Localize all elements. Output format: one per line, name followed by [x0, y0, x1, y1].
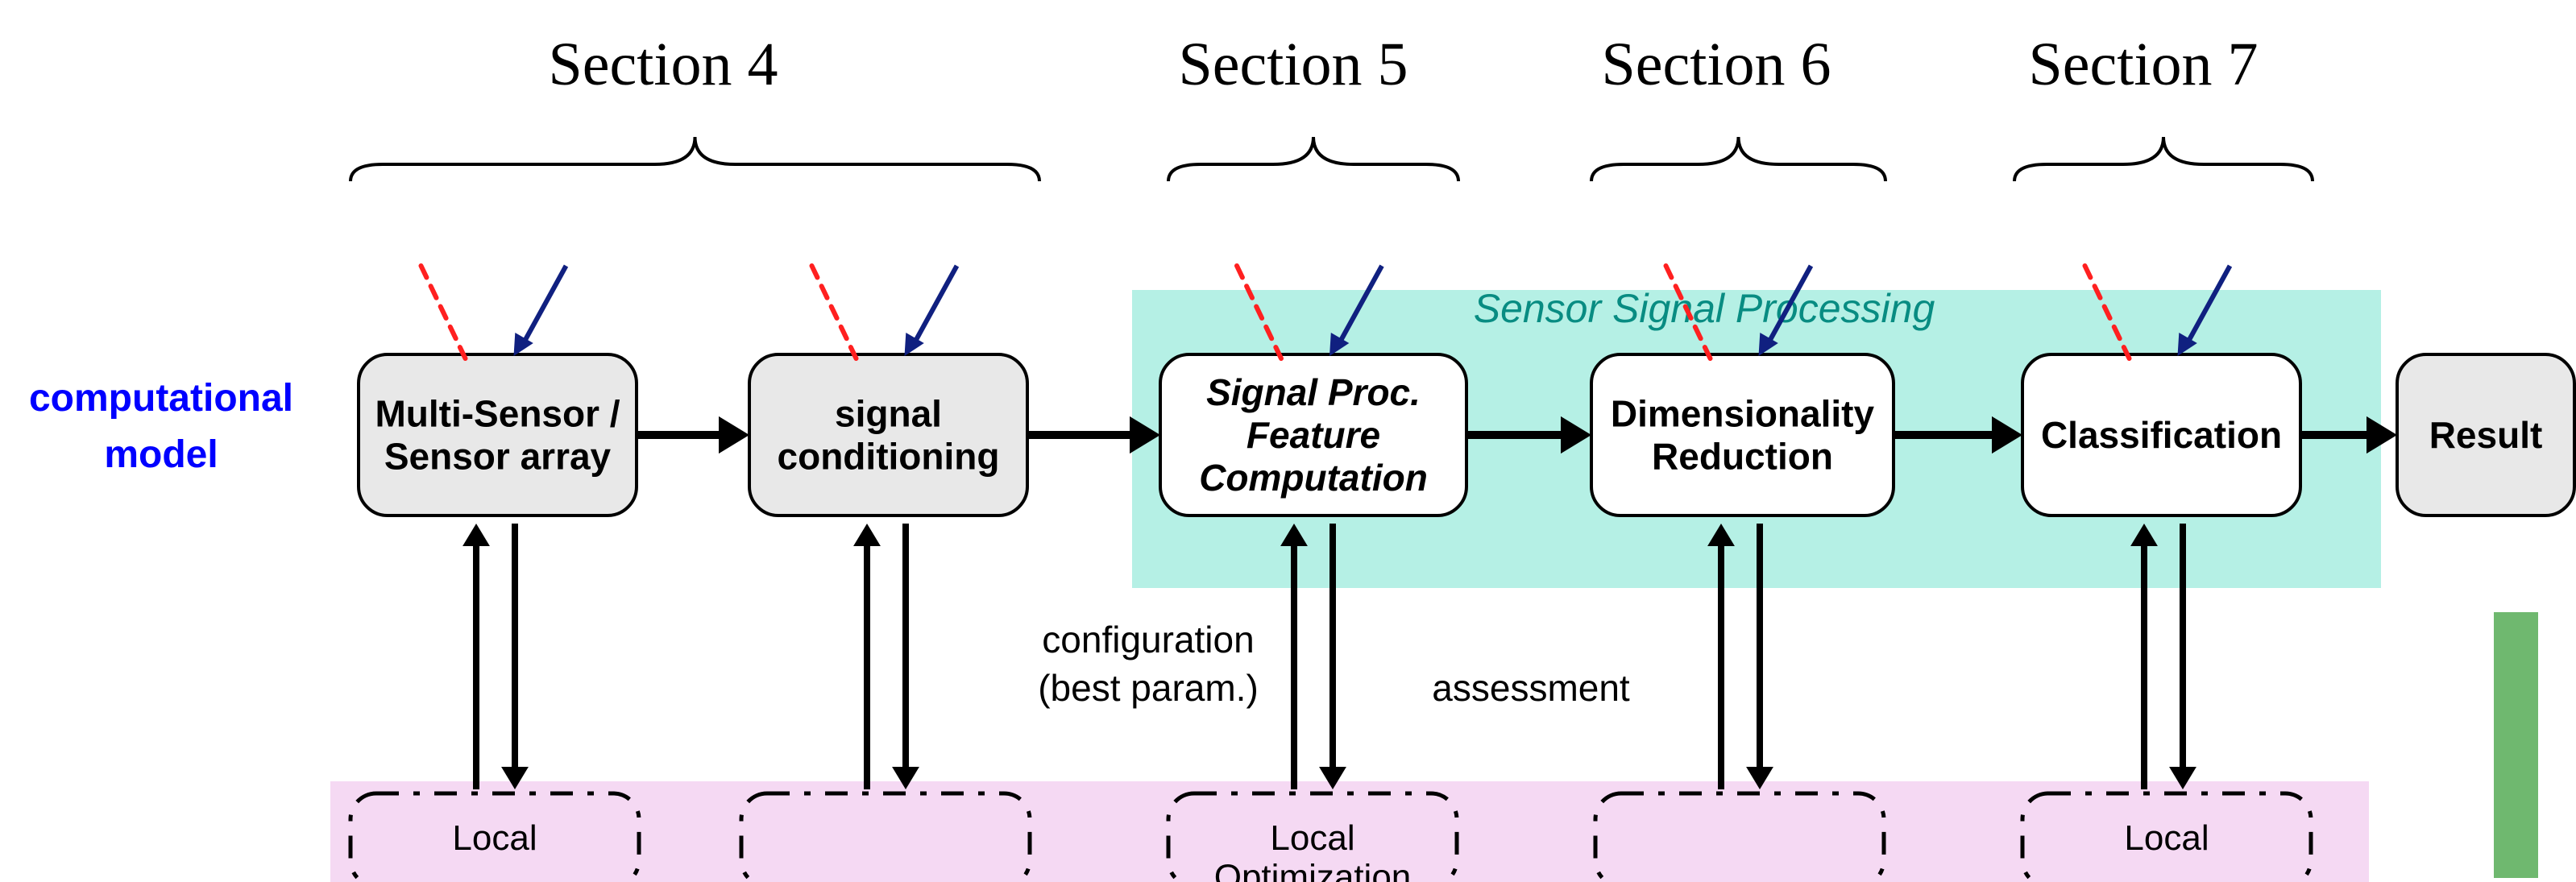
node-n5-label: Classification: [2041, 414, 2282, 456]
node-n6-label: Result: [2429, 414, 2543, 456]
node-n3-label: Computation: [1199, 457, 1428, 499]
local-box-label: Optimization: [1214, 857, 1412, 882]
section-label: Section 6: [1602, 31, 1831, 98]
node-n1-label: Multi-Sensor /: [375, 393, 620, 435]
node-n2-label: conditioning: [778, 436, 1000, 478]
section-label: Section 4: [549, 31, 778, 98]
section-label: Section 7: [2029, 31, 2259, 98]
red-dash-arrow: [421, 266, 466, 358]
local-box-label: Local: [1270, 818, 1354, 858]
section-brace: [2014, 137, 2313, 181]
node-n4-label: Dimensionality: [1611, 393, 1875, 435]
red-dash-arrow: [812, 266, 857, 358]
section-brace: [1591, 137, 1885, 181]
signal-processing-label: Sensor Signal Processing: [1474, 286, 1935, 331]
blue-arrow-head: [514, 333, 533, 356]
section-brace: [351, 137, 1039, 181]
blue-arrow: [522, 266, 566, 346]
node-n2-label: signal: [835, 393, 942, 435]
node-n3-label: Signal Proc.: [1206, 371, 1421, 413]
section-brace: [1168, 137, 1458, 181]
node-n3-label: Feature: [1247, 414, 1380, 456]
node-n1-label: Sensor array: [384, 436, 612, 478]
blue-arrow: [913, 266, 957, 346]
pipeline-arrow-head: [719, 416, 749, 453]
section-label: Section 5: [1179, 31, 1408, 98]
side-bar: [2494, 612, 2538, 878]
pipeline-arrow-head: [2367, 416, 2397, 453]
local-box-label: Local: [452, 818, 537, 858]
assessment-label: assessment: [1432, 667, 1630, 709]
configuration-label-1: configuration: [1042, 619, 1254, 660]
left-label-line1: computational: [29, 377, 293, 420]
blue-arrow-head: [905, 333, 924, 356]
local-box-label: Local: [2124, 818, 2209, 858]
node-n4-label: Reduction: [1652, 436, 1833, 478]
left-label-line2: model: [104, 433, 218, 476]
configuration-label-2: (best param.): [1038, 667, 1259, 709]
